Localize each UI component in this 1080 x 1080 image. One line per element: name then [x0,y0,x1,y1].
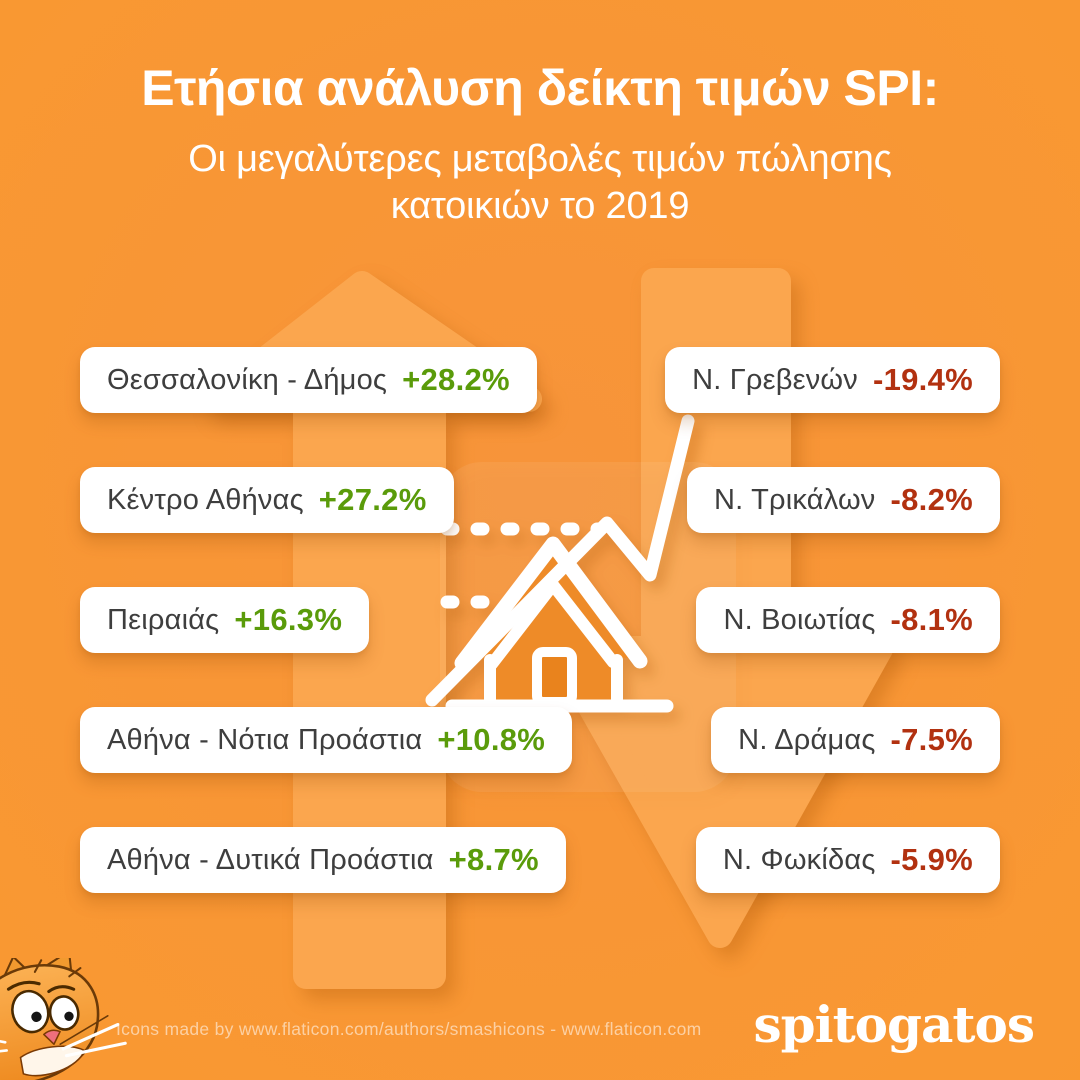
stat-pill-increase: Αθήνα - Νότια Προάστια +10.8% [80,707,573,773]
region-label: Θεσσαλονίκη - Δήμος [107,363,388,396]
change-value: -19.4% [872,362,973,397]
change-value: +16.3% [234,602,343,637]
change-value: -5.9% [890,842,973,877]
change-value: -8.2% [890,482,973,517]
increases-column: Θεσσαλονίκη - Δήμος +28.2% Κέντρο Αθήνας… [80,347,573,947]
page-title: Ετήσια ανάλυση δείκτη τιμών SPI: [141,60,939,116]
stat-pill-increase: Πειραιάς +16.3% [80,587,370,653]
change-value: +28.2% [402,362,510,397]
subtitle-line-2: κατοικιών το 2019 [390,185,690,228]
stat-pill-decrease: Ν. Γρεβενών -19.4% [665,347,1000,413]
change-value: -8.1% [890,602,973,637]
stat-pill-decrease: Ν. Φωκίδας -5.9% [695,827,1000,893]
spitogatos-logo: spitogatos [753,995,1035,1054]
stat-pill-decrease: Ν. Βοιωτίας -8.1% [696,587,1000,653]
region-label: Κέντρο Αθήνας [107,483,304,516]
header: Ετήσια ανάλυση δείκτη τιμών SPI: Οι μεγα… [0,60,1080,231]
cat-mascot-icon [0,958,127,1080]
region-label: Αθήνα - Δυτικά Προάστια [107,843,434,876]
stat-pill-decrease: Ν. Τρικάλων -8.2% [687,467,1000,533]
stat-pill-decrease: Ν. Δράμας -7.5% [711,707,1000,773]
decreases-column: Ν. Γρεβενών -19.4% Ν. Τρικάλων -8.2% Ν. … [665,347,1000,947]
change-value: +27.2% [318,482,427,517]
stat-pill-increase: Κέντρο Αθήνας +27.2% [80,467,454,533]
page-subtitle: Οι μεγαλύτερες μεταβολές τιμών πώλησης κ… [0,136,1080,232]
region-label: Πειραιάς [107,603,220,636]
region-label: Ν. Τρικάλων [714,483,876,516]
subtitle-line-1: Οι μεγαλύτερες μεταβολές τιμών πώλησης [188,137,892,180]
region-label: Ν. Γρεβενών [692,363,858,396]
change-value: +10.8% [437,722,546,757]
stat-pill-increase: Θεσσαλονίκη - Δήμος +28.2% [80,347,537,413]
region-label: Ν. Φωκίδας [722,843,876,876]
change-value: +8.7% [448,842,539,877]
region-label: Ν. Βοιωτίας [723,603,876,636]
change-value: -7.5% [890,722,973,757]
icons-attribution: Icons made by www.flaticon.com/authors/s… [116,1019,702,1039]
region-label: Ν. Δράμας [738,723,876,756]
stat-pill-increase: Αθήνα - Δυτικά Προάστια +8.7% [80,827,566,893]
region-label: Αθήνα - Νότια Προάστια [107,723,423,756]
